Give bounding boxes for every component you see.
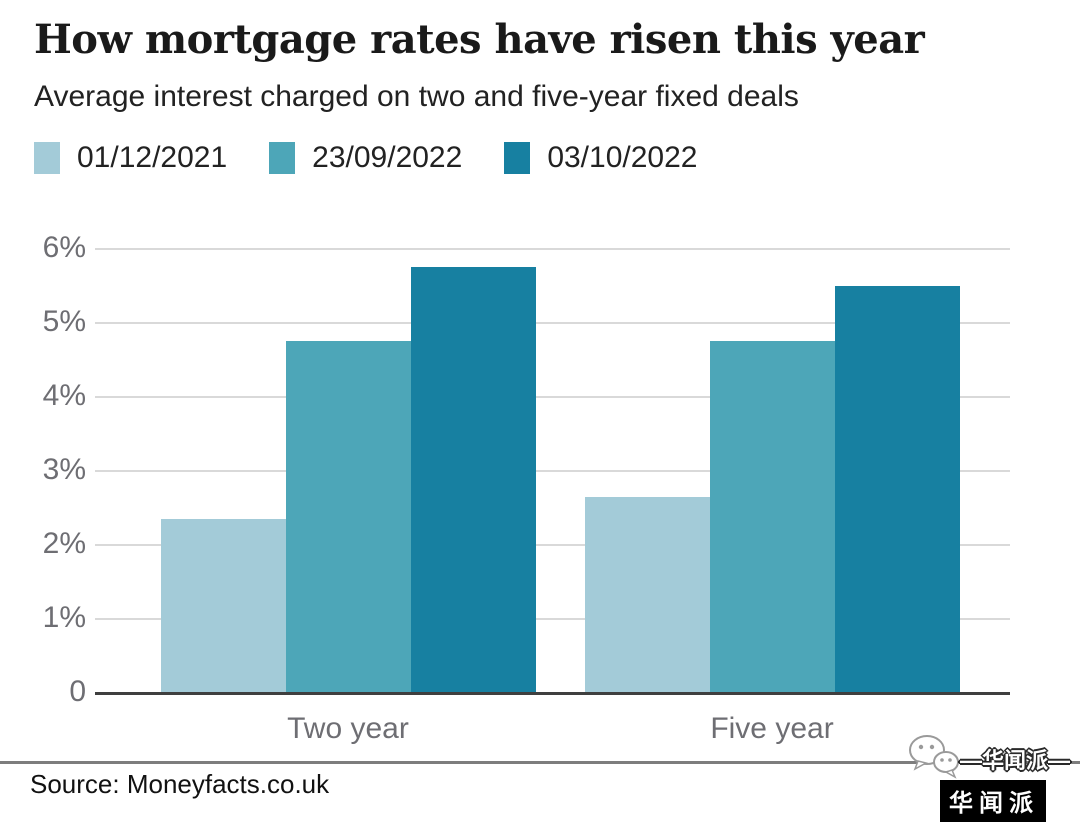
gridline-5% <box>95 322 1010 324</box>
watermark-badge: 华闻派 <box>940 780 1046 822</box>
x-category-label-two-year: Two year <box>287 712 409 745</box>
y-tick-label-6: 6% <box>42 231 86 264</box>
bar-five-year-03-10-2022 <box>834 286 960 692</box>
bar-two-year-03-10-2022 <box>410 266 536 692</box>
watermark-account-name: —华闻派— <box>960 747 1071 773</box>
legend-label-23-09-2022: 23/09/2022 <box>312 141 463 174</box>
gridline-6% <box>95 248 1010 250</box>
legend-item-23-09-2022: 23/09/2022 <box>269 141 462 175</box>
watermark: —华闻派— 华闻派 <box>906 733 1078 822</box>
legend-swatch-01-12-2021 <box>34 142 60 174</box>
chart-subtitle: Average interest charged on two and five… <box>34 80 799 113</box>
bar-five-year-01-12-2021 <box>584 496 710 692</box>
legend: 01/12/2021 23/09/2022 03/10/2022 <box>34 141 697 175</box>
legend-item-03-10-2022: 03/10/2022 <box>504 141 697 175</box>
y-tick-label-1: 1% <box>42 601 86 634</box>
y-tick-label-5: 5% <box>42 305 86 338</box>
x-category-label-five-year: Five year <box>710 712 834 745</box>
bar-two-year-01-12-2021 <box>160 518 286 692</box>
legend-label-03-10-2022: 03/10/2022 <box>547 141 698 174</box>
bar-two-year-23-09-2022 <box>285 341 411 692</box>
chart-title: How mortgage rates have risen this year <box>34 16 925 63</box>
source-text: Source: Moneyfacts.co.uk <box>30 769 330 799</box>
y-tick-label-4: 4% <box>42 379 86 412</box>
legend-item-01-12-2021: 01/12/2021 <box>34 141 227 175</box>
gridline-4% <box>95 396 1010 398</box>
legend-swatch-23-09-2022 <box>269 142 296 174</box>
gridline-3% <box>95 470 1010 472</box>
gridline-1% <box>95 618 1010 620</box>
watermark-row: —华闻派— <box>906 733 1078 784</box>
y-tick-label-0: 0 <box>69 675 86 708</box>
y-tick-label-2: 2% <box>42 527 86 560</box>
legend-label-01-12-2021: 01/12/2021 <box>77 141 228 174</box>
x-axis-baseline <box>95 692 1010 695</box>
gridline-2% <box>95 544 1010 546</box>
bar-five-year-23-09-2022 <box>709 340 835 692</box>
legend-swatch-03-10-2022 <box>504 142 531 174</box>
footer-divider <box>0 761 1080 764</box>
wechat-icon <box>906 733 960 784</box>
y-tick-label-3: 3% <box>42 453 86 486</box>
